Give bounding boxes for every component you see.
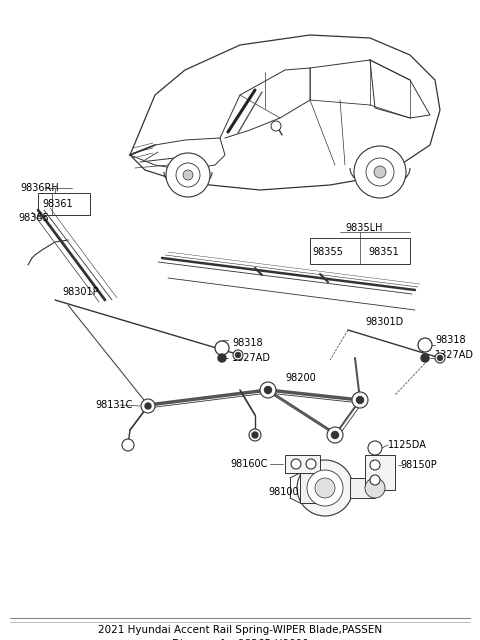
Text: 98131C: 98131C [95, 400, 132, 410]
Circle shape [366, 158, 394, 186]
Circle shape [218, 354, 226, 362]
Text: 98301D: 98301D [365, 317, 403, 327]
Text: 1327AD: 1327AD [232, 353, 271, 363]
Circle shape [357, 397, 363, 403]
Text: 98318: 98318 [232, 338, 263, 348]
Circle shape [236, 353, 240, 358]
Text: 98200: 98200 [285, 373, 316, 383]
Circle shape [368, 441, 382, 455]
Circle shape [176, 163, 200, 187]
Circle shape [249, 429, 261, 441]
Bar [350, 478, 375, 498]
Bar [38, 193, 90, 215]
Text: 98100: 98100 [268, 487, 299, 497]
Circle shape [297, 460, 353, 516]
Circle shape [421, 354, 429, 362]
Circle shape [374, 166, 386, 178]
Circle shape [306, 459, 316, 469]
Text: Diagram for 98365-H9000: Diagram for 98365-H9000 [172, 639, 308, 640]
Circle shape [166, 153, 210, 197]
Text: 9835LH: 9835LH [345, 223, 383, 233]
Circle shape [141, 399, 155, 413]
Bar [310, 238, 410, 264]
Text: 98160C: 98160C [230, 459, 267, 469]
Circle shape [354, 146, 406, 198]
Bar [365, 455, 395, 490]
Circle shape [315, 478, 335, 498]
Text: 98318: 98318 [435, 335, 466, 345]
Circle shape [435, 353, 445, 363]
Text: 2021 Hyundai Accent Rail Spring-WIPER Blade,PASSEN: 2021 Hyundai Accent Rail Spring-WIPER Bl… [98, 625, 382, 635]
Circle shape [183, 170, 193, 180]
Circle shape [371, 444, 379, 452]
Text: 98301P: 98301P [62, 287, 98, 297]
Text: 98351: 98351 [368, 247, 399, 257]
Text: 1125DA: 1125DA [388, 440, 427, 450]
Circle shape [332, 431, 338, 438]
Text: 1327AD: 1327AD [435, 350, 474, 360]
Text: 98150P: 98150P [400, 460, 437, 470]
Circle shape [352, 392, 368, 408]
Circle shape [252, 432, 258, 438]
Circle shape [260, 382, 276, 398]
Circle shape [327, 427, 343, 443]
Circle shape [418, 338, 432, 352]
Circle shape [271, 121, 281, 131]
Circle shape [370, 475, 380, 485]
Circle shape [145, 403, 151, 409]
Text: 98355: 98355 [312, 247, 343, 257]
Circle shape [365, 478, 385, 498]
Bar [285, 455, 320, 473]
Circle shape [264, 387, 272, 394]
Circle shape [307, 470, 343, 506]
Circle shape [291, 459, 301, 469]
Text: 98361: 98361 [42, 199, 72, 209]
Text: 9836RH: 9836RH [20, 183, 59, 193]
Bar [300, 473, 325, 503]
Circle shape [122, 439, 134, 451]
Circle shape [233, 350, 243, 360]
Circle shape [215, 341, 229, 355]
Text: 98365: 98365 [18, 213, 49, 223]
Circle shape [437, 355, 443, 360]
Circle shape [370, 460, 380, 470]
